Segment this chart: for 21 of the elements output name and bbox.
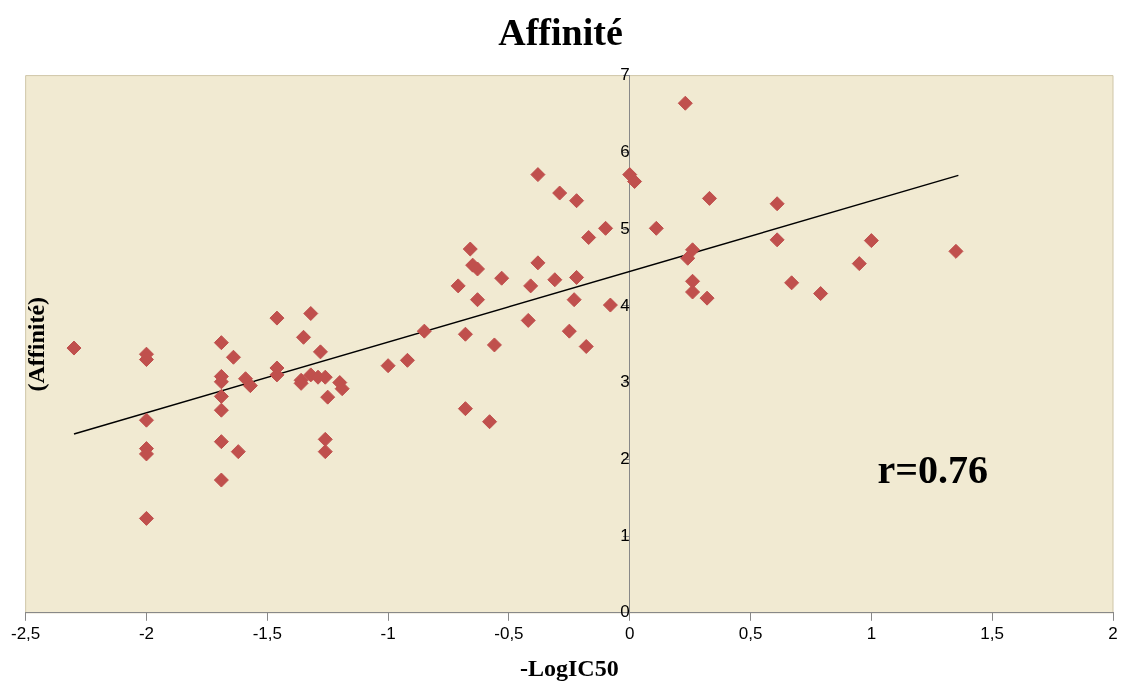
x-tick-label: 0,5: [738, 623, 763, 643]
x-tick-label: -0,5: [494, 623, 524, 643]
y-tick-label: 1: [620, 525, 630, 545]
annotation: r=0.76: [877, 447, 988, 493]
x-tick-label: 2: [1108, 623, 1118, 643]
y-tick-label: 7: [620, 65, 630, 85]
y-axis-title: (Affinité): [23, 296, 50, 392]
y-tick-label: 4: [620, 295, 630, 315]
x-tick-label: -2,5: [11, 623, 41, 643]
x-tick-label: 1,5: [980, 623, 1004, 643]
x-axis-title: -LogIC50: [519, 654, 619, 681]
x-tick-label: -1: [380, 623, 396, 643]
y-tick-label: 2: [620, 449, 630, 468]
y-tick-label: 6: [620, 142, 630, 162]
y-tick-label: 3: [620, 372, 630, 392]
y-tick-label: 0: [620, 602, 630, 622]
y-tick-label: 5: [620, 218, 630, 238]
x-tick-label: -1,5: [252, 623, 282, 643]
chart-title: Affinité: [498, 10, 623, 53]
x-tick-label: -2: [138, 623, 155, 643]
x-tick-label: 1: [866, 623, 877, 643]
